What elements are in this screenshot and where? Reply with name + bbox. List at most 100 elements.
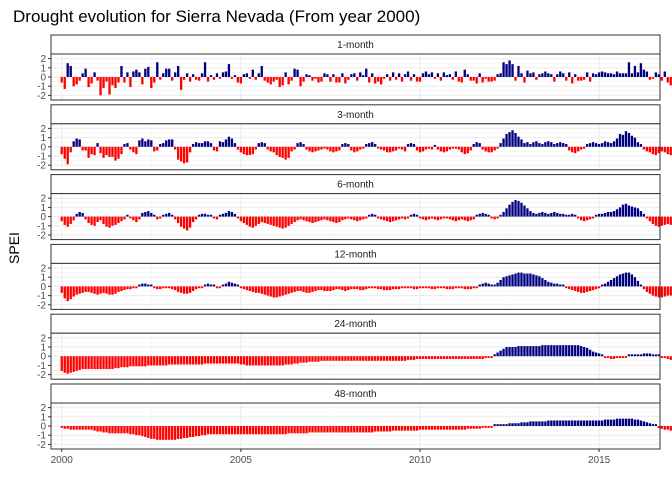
- bar-negative: [87, 146, 90, 158]
- bar-negative: [287, 286, 290, 294]
- bar-positive: [535, 213, 538, 217]
- bar-negative: [457, 216, 460, 221]
- bar-negative: [108, 426, 111, 434]
- bar-negative: [427, 286, 431, 289]
- bar-positive: [326, 74, 329, 77]
- bar-positive: [580, 420, 583, 426]
- bar-positive: [627, 205, 631, 217]
- bar-negative: [329, 216, 332, 222]
- bar-positive: [603, 72, 607, 77]
- bar-negative: [442, 426, 446, 430]
- bar-negative: [174, 286, 177, 291]
- bar-negative: [317, 356, 320, 362]
- bar-negative: [284, 356, 287, 365]
- bar-negative: [466, 216, 469, 222]
- bar-negative: [111, 77, 114, 86]
- bar-negative: [421, 146, 425, 152]
- bar-negative: [135, 286, 138, 289]
- bar-negative: [397, 286, 401, 290]
- bar-negative: [311, 426, 314, 433]
- bar-negative: [424, 286, 428, 289]
- bar-positive: [547, 141, 550, 147]
- bar-positive: [553, 212, 556, 217]
- bar-negative: [72, 216, 75, 221]
- bar-positive: [517, 136, 520, 147]
- bar-negative: [269, 426, 272, 435]
- bar-negative: [445, 356, 449, 359]
- bar-positive: [436, 73, 440, 77]
- bar-negative: [278, 426, 281, 435]
- bar-negative: [362, 146, 365, 149]
- bar-positive: [618, 418, 622, 426]
- bar-negative: [490, 216, 493, 219]
- bar-negative: [203, 426, 207, 436]
- bar-negative: [191, 286, 195, 291]
- bar-positive: [412, 74, 416, 77]
- bar-negative: [571, 77, 574, 84]
- bar-negative: [418, 77, 422, 82]
- bar-positive: [639, 211, 643, 217]
- bar-positive: [514, 273, 517, 287]
- bar-negative: [666, 77, 669, 83]
- bar-negative: [108, 77, 111, 95]
- bar-negative: [299, 77, 302, 87]
- bar-negative: [362, 356, 365, 361]
- bar-negative: [496, 216, 499, 219]
- bar-negative: [648, 146, 652, 153]
- bar-negative: [93, 426, 96, 431]
- bar-positive: [550, 74, 553, 77]
- bar-negative: [350, 356, 353, 361]
- bar-negative: [212, 146, 216, 151]
- facet-strip-label: 1-month: [337, 40, 374, 51]
- bar-negative: [63, 77, 66, 89]
- bar-negative: [105, 146, 108, 156]
- bar-positive: [120, 65, 123, 77]
- bar-positive: [224, 212, 228, 217]
- bar-negative: [320, 146, 323, 150]
- bar-positive: [227, 281, 231, 287]
- bar-negative: [493, 146, 496, 151]
- bar-positive: [359, 72, 362, 77]
- bar-positive: [591, 420, 595, 426]
- bar-negative: [108, 356, 111, 370]
- bar-negative: [406, 286, 410, 289]
- bar-negative: [415, 356, 419, 359]
- bar-positive: [633, 354, 637, 357]
- bar-negative: [356, 146, 359, 152]
- bar-negative: [496, 146, 499, 149]
- bar-positive: [565, 214, 568, 217]
- bar-negative: [254, 286, 257, 293]
- bar-negative: [239, 356, 243, 365]
- bar-negative: [84, 216, 87, 220]
- bar-negative: [81, 356, 84, 370]
- bar-negative: [421, 426, 425, 430]
- bar-negative: [451, 146, 454, 149]
- bar-negative: [308, 146, 311, 152]
- bar-negative: [368, 356, 371, 361]
- y-tick-label: 0: [40, 73, 46, 84]
- bar-negative: [490, 356, 493, 359]
- bar-negative: [102, 286, 105, 293]
- bar-negative: [651, 286, 654, 296]
- bar-negative: [311, 286, 314, 292]
- bar-positive: [344, 143, 347, 147]
- bar-negative: [365, 426, 368, 433]
- bar-negative: [144, 426, 147, 438]
- bar-positive: [541, 421, 544, 426]
- bar-negative: [153, 77, 156, 83]
- bar-positive: [600, 284, 604, 287]
- bar-negative: [75, 356, 78, 371]
- bar-positive: [556, 345, 559, 357]
- bar-negative: [335, 216, 338, 224]
- bar-positive: [580, 346, 583, 357]
- bar-negative: [371, 356, 374, 361]
- bar-negative: [469, 77, 472, 81]
- bar-negative: [424, 216, 428, 221]
- bar-negative: [320, 286, 323, 291]
- bar-positive: [606, 142, 610, 147]
- bar-negative: [72, 77, 75, 87]
- bar-negative: [290, 356, 293, 365]
- bar-negative: [412, 356, 416, 360]
- bar-positive: [508, 275, 511, 287]
- bar-positive: [541, 144, 544, 147]
